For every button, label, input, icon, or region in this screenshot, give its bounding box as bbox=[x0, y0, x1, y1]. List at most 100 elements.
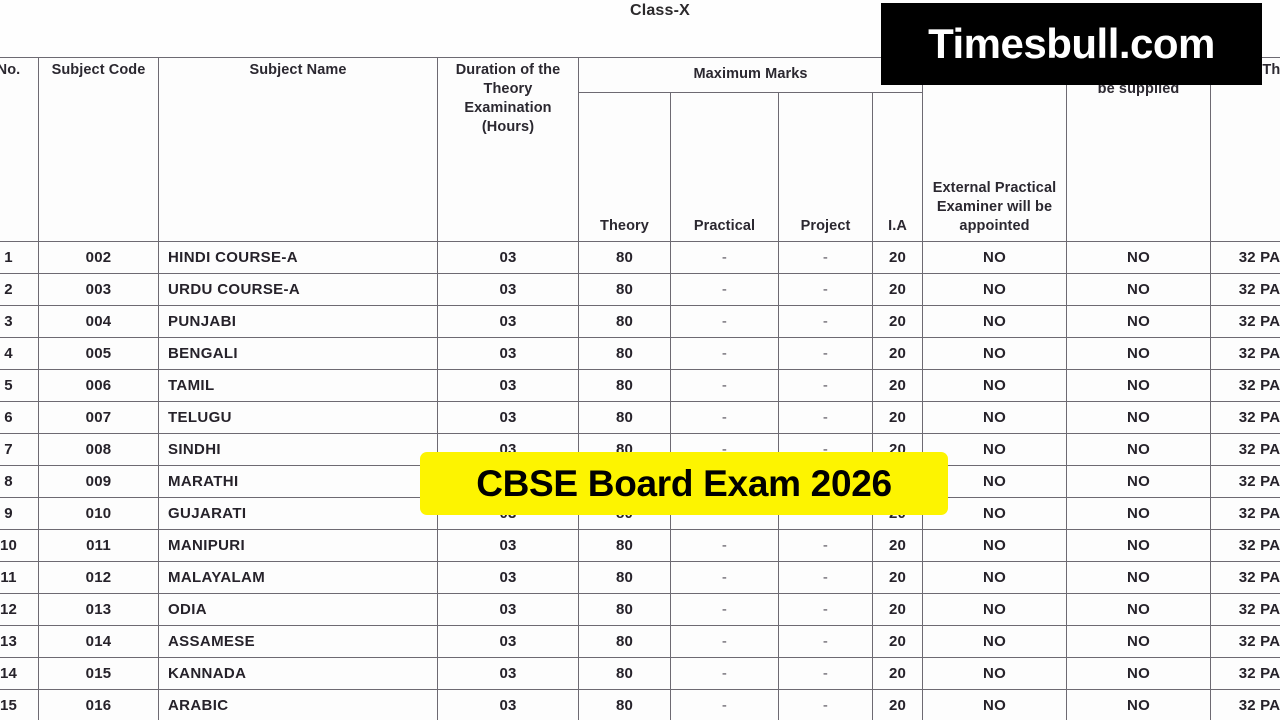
cell-practical: - bbox=[670, 401, 779, 434]
column-header-duration: Duration of the Theory Examination (Hour… bbox=[437, 57, 579, 242]
cell-external: NO bbox=[922, 433, 1067, 466]
cell-project: - bbox=[778, 337, 873, 370]
column-header-practical-ab: Practical A/B will be supplied bbox=[1066, 57, 1211, 242]
subject-scheme-table: No. Subject Code Subject Name Duration o… bbox=[0, 57, 1280, 720]
cell-external: NO bbox=[922, 369, 1067, 402]
cell-practical-ab: NO bbox=[1066, 689, 1211, 720]
column-header-practical-spacer bbox=[670, 92, 779, 203]
cell-project: - bbox=[778, 689, 873, 720]
cell-project: - bbox=[778, 369, 873, 402]
cell-last: 32 PA bbox=[1210, 433, 1280, 466]
cell-theory: 80 bbox=[578, 369, 671, 402]
cell-practical-ab: NO bbox=[1066, 337, 1211, 370]
cell-external: NO bbox=[922, 657, 1067, 690]
cell-sl-no: 1 bbox=[0, 241, 39, 274]
cell-practical: - bbox=[670, 689, 779, 720]
cell-project: - bbox=[778, 657, 873, 690]
table-row: 14 015 KANNADA 03 80- -20 NO NO 32 PA bbox=[0, 657, 1280, 690]
cbse-board-exam-banner: CBSE Board Exam 2026 bbox=[420, 452, 948, 515]
cell-sl-no: 5 bbox=[0, 369, 39, 402]
cell-sl-no: 15 bbox=[0, 689, 39, 720]
cell-ia: 20 bbox=[872, 529, 923, 562]
table-row: 5 006 TAMIL 03 80- -20 NO NO 32 PA bbox=[0, 369, 1280, 402]
cell-subject-code: 002 bbox=[38, 241, 159, 274]
cell-duration: 03 bbox=[437, 305, 579, 338]
cell-last: 32 PA bbox=[1210, 657, 1280, 690]
cell-practical: - bbox=[670, 305, 779, 338]
cell-practical-ab: NO bbox=[1066, 273, 1211, 306]
cell-ia: 20 bbox=[872, 561, 923, 594]
cell-practical: - bbox=[670, 241, 779, 274]
cell-subject-name: HINDI COURSE-A bbox=[158, 241, 438, 274]
cell-last: 32 PA bbox=[1210, 465, 1280, 498]
cell-duration: 03 bbox=[437, 657, 579, 690]
cell-sl-no: 2 bbox=[0, 273, 39, 306]
table-row: 6 007 TELUGU 03 80- -20 NO NO 32 PA bbox=[0, 401, 1280, 434]
cell-practical: - bbox=[670, 625, 779, 658]
cell-practical-ab: NO bbox=[1066, 401, 1211, 434]
cell-theory: 80 bbox=[578, 529, 671, 562]
cell-subject-code: 008 bbox=[38, 433, 159, 466]
cell-duration: 03 bbox=[437, 689, 579, 720]
cell-theory: 80 bbox=[578, 305, 671, 338]
cell-practical-ab: NO bbox=[1066, 561, 1211, 594]
cell-subject-code: 012 bbox=[38, 561, 159, 594]
cell-external: NO bbox=[922, 593, 1067, 626]
column-header-sl-no: No. bbox=[0, 57, 39, 242]
table-row: 3 004 PUNJABI 03 80- -20 NO NO 32 PA bbox=[0, 305, 1280, 338]
cell-subject-name: PUNJABI bbox=[158, 305, 438, 338]
cell-sl-no: 14 bbox=[0, 657, 39, 690]
cell-ia: 20 bbox=[872, 689, 923, 720]
cell-subject-code: 004 bbox=[38, 305, 159, 338]
cell-external: NO bbox=[922, 561, 1067, 594]
cell-practical: - bbox=[670, 561, 779, 594]
cell-subject-name: ODIA bbox=[158, 593, 438, 626]
cell-practical-ab: NO bbox=[1066, 465, 1211, 498]
cell-practical-ab: NO bbox=[1066, 305, 1211, 338]
cell-subject-code: 006 bbox=[38, 369, 159, 402]
cell-project: - bbox=[778, 593, 873, 626]
cell-practical-ab: NO bbox=[1066, 433, 1211, 466]
cell-project: - bbox=[778, 241, 873, 274]
cell-last: 32 PA bbox=[1210, 273, 1280, 306]
cell-last: 32 PA bbox=[1210, 593, 1280, 626]
cell-subject-code: 014 bbox=[38, 625, 159, 658]
table-row: 1 002 HINDI COURSE-A 03 80- -20 NO NO 32 PA bbox=[0, 241, 1280, 274]
watermark-text: Timesbull.com bbox=[928, 20, 1215, 67]
cell-practical-ab: NO bbox=[1066, 497, 1211, 530]
cell-sl-no: 11 bbox=[0, 561, 39, 594]
cell-duration: 03 bbox=[437, 401, 579, 434]
cell-external: NO bbox=[922, 305, 1067, 338]
cell-subject-code: 003 bbox=[38, 273, 159, 306]
cell-theory: 80 bbox=[578, 401, 671, 434]
cell-practical-ab: NO bbox=[1066, 593, 1211, 626]
cell-project: - bbox=[778, 529, 873, 562]
table-row: 12 013 ODIA 03 80- -20 NO NO 32 PA bbox=[0, 593, 1280, 626]
table-row: 7 008 SINDHI 03 80- -20 NO NO 32 PA bbox=[0, 433, 1280, 466]
table-row: 13 014 ASSAMESE 03 80- -20 NO NO 32 PA bbox=[0, 625, 1280, 658]
cell-theory: 80 bbox=[578, 593, 671, 626]
cell-theory: 80 bbox=[578, 689, 671, 720]
column-header-practical: Practical bbox=[670, 203, 779, 242]
cell-subject-name: KANNADA bbox=[158, 657, 438, 690]
timesbull-watermark: Timesbull.com bbox=[881, 3, 1262, 85]
column-header-ia: I.A bbox=[872, 203, 923, 242]
table-row: 4 005 BENGALI 03 80- -20 NO NO 32 PA bbox=[0, 337, 1280, 370]
cell-ia: 20 bbox=[872, 241, 923, 274]
cell-subject-code: 011 bbox=[38, 529, 159, 562]
cell-duration: 03 bbox=[437, 369, 579, 402]
cell-sl-no: 3 bbox=[0, 305, 39, 338]
cell-subject-name: ARABIC bbox=[158, 689, 438, 720]
cell-practical: - bbox=[670, 273, 779, 306]
cell-last: 32 PA bbox=[1210, 241, 1280, 274]
cell-theory: 80 bbox=[578, 561, 671, 594]
cell-practical: - bbox=[670, 529, 779, 562]
cell-project: - bbox=[778, 305, 873, 338]
cell-theory: 80 bbox=[578, 241, 671, 274]
cell-ia: 20 bbox=[872, 273, 923, 306]
cell-sl-no: 6 bbox=[0, 401, 39, 434]
cell-last: 32 PA bbox=[1210, 689, 1280, 720]
column-header-external-examiner: External Practical Examiner will be appo… bbox=[922, 57, 1067, 242]
cell-duration: 03 bbox=[437, 529, 579, 562]
cell-project: - bbox=[778, 273, 873, 306]
